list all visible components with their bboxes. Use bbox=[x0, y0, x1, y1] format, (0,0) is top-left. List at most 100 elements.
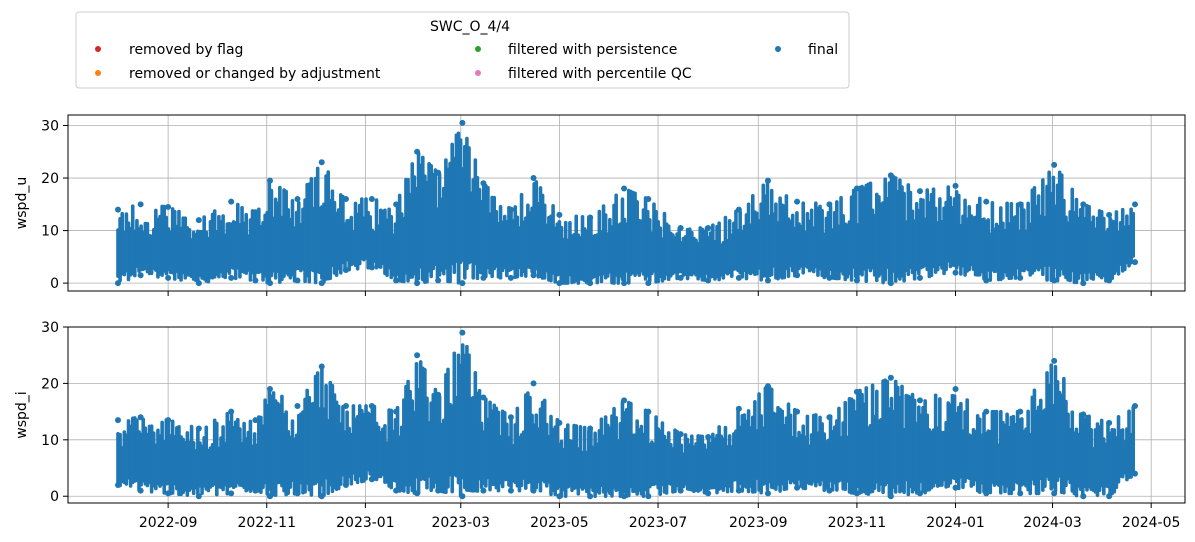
data-point bbox=[916, 188, 923, 195]
data-point bbox=[1080, 201, 1087, 208]
data-point bbox=[435, 277, 442, 284]
data-point bbox=[480, 180, 487, 187]
data-point bbox=[1132, 402, 1138, 409]
legend-label-removed-or-changed: removed or changed by adjustment bbox=[129, 66, 381, 82]
legend-marker-filtered-percentile bbox=[475, 70, 481, 76]
data-point bbox=[853, 277, 860, 284]
data-point bbox=[794, 198, 801, 205]
data-point bbox=[677, 274, 684, 281]
data-point bbox=[137, 201, 144, 208]
data-point bbox=[266, 177, 273, 184]
data-point bbox=[677, 487, 684, 494]
data-point bbox=[1051, 161, 1058, 168]
data-point bbox=[530, 487, 537, 494]
data-point bbox=[115, 481, 121, 488]
data-point bbox=[826, 274, 833, 281]
data-point bbox=[1106, 211, 1113, 218]
data-point bbox=[507, 414, 514, 421]
data-point bbox=[764, 277, 771, 284]
data-point bbox=[252, 417, 259, 424]
data-point bbox=[556, 419, 563, 426]
data-point bbox=[735, 405, 742, 412]
data-point bbox=[266, 386, 273, 393]
data-point bbox=[621, 397, 628, 404]
data-point bbox=[1106, 277, 1113, 284]
data-point bbox=[228, 490, 235, 497]
y-tick-label: 10 bbox=[41, 224, 59, 240]
data-point bbox=[645, 493, 652, 500]
data-point bbox=[342, 481, 349, 488]
y-tick-label: 10 bbox=[41, 433, 59, 449]
x-tick-label: 2022-11 bbox=[238, 515, 297, 531]
data-point bbox=[645, 408, 652, 415]
data-point bbox=[294, 277, 301, 284]
data-point bbox=[530, 380, 537, 387]
data-point bbox=[887, 493, 894, 500]
data-point bbox=[507, 274, 514, 281]
x-tick-label: 2022-09 bbox=[139, 515, 198, 531]
panel-wspd-u-ylabel: wspd_u bbox=[14, 177, 30, 229]
data-point bbox=[228, 408, 235, 415]
x-tick-label: 2024-03 bbox=[1023, 515, 1082, 531]
data-point bbox=[459, 329, 466, 336]
data-point bbox=[1017, 274, 1024, 281]
y-tick-label: 0 bbox=[50, 276, 59, 292]
legend-label-filtered-persistence: filtered with persistence bbox=[508, 42, 677, 58]
data-point bbox=[1106, 493, 1113, 500]
x-tick-label: 2023-11 bbox=[828, 515, 887, 531]
data-point bbox=[853, 490, 860, 497]
data-point bbox=[318, 493, 325, 500]
y-tick-label: 20 bbox=[41, 171, 59, 187]
data-point bbox=[645, 280, 652, 287]
data-point bbox=[459, 280, 466, 287]
data-point bbox=[318, 363, 325, 370]
data-point bbox=[294, 490, 301, 497]
data-point bbox=[826, 201, 833, 208]
data-point bbox=[677, 224, 684, 231]
data-point bbox=[764, 177, 771, 184]
data-point bbox=[342, 196, 349, 203]
data-point bbox=[137, 272, 144, 279]
data-point bbox=[115, 417, 121, 424]
data-point bbox=[435, 391, 442, 398]
data-point bbox=[480, 394, 487, 401]
data-point bbox=[764, 490, 771, 497]
data-point bbox=[794, 408, 801, 415]
data-point bbox=[983, 408, 990, 415]
data-point bbox=[393, 487, 400, 494]
y-tick-label: 20 bbox=[41, 376, 59, 392]
data-point bbox=[459, 493, 466, 500]
data-point bbox=[916, 397, 923, 404]
data-point bbox=[414, 490, 421, 497]
data-point bbox=[705, 224, 712, 231]
legend-marker-removed-or-changed bbox=[95, 70, 101, 76]
panel-wspd-u-points bbox=[115, 119, 1138, 287]
y-tick-label: 0 bbox=[50, 489, 59, 505]
data-point bbox=[165, 490, 172, 497]
data-point bbox=[393, 201, 400, 208]
data-point bbox=[705, 490, 712, 497]
y-tick-label: 30 bbox=[41, 320, 59, 336]
x-tick-label: 2023-09 bbox=[729, 515, 788, 531]
panel-wspd-i: 0 10 20 30 wspd_i bbox=[14, 320, 1186, 508]
x-tick-label: 2023-05 bbox=[530, 515, 589, 531]
data-point bbox=[115, 280, 121, 287]
data-point bbox=[735, 274, 742, 281]
data-point bbox=[414, 280, 421, 287]
panel-wspd-i-ylabel: wspd_i bbox=[14, 391, 30, 438]
data-point bbox=[368, 264, 375, 271]
data-point bbox=[1106, 419, 1113, 426]
data-point bbox=[368, 196, 375, 203]
data-point bbox=[266, 493, 273, 500]
data-point bbox=[195, 493, 202, 500]
data-point bbox=[677, 431, 684, 438]
data-point bbox=[587, 493, 594, 500]
data-point bbox=[916, 274, 923, 281]
data-point bbox=[916, 490, 923, 497]
data-point bbox=[1080, 411, 1087, 418]
data-point bbox=[621, 493, 628, 500]
data-point bbox=[342, 402, 349, 409]
data-point bbox=[887, 374, 894, 381]
data-point bbox=[705, 277, 712, 284]
data-point bbox=[887, 172, 894, 179]
